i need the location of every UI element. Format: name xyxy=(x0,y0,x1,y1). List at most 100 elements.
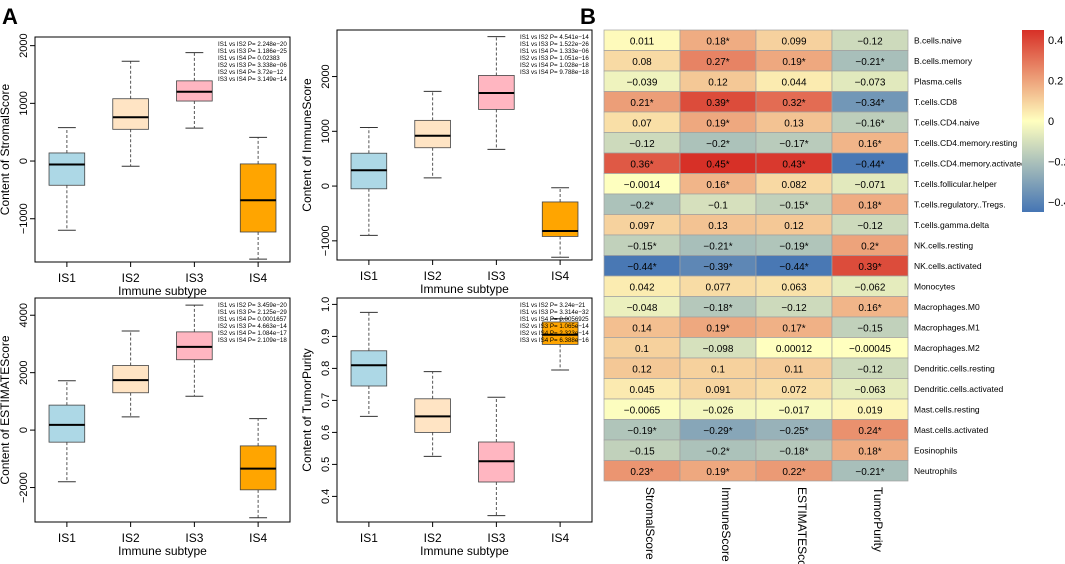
heatmap-cell-label: 0.16* xyxy=(858,303,881,314)
plot-frame xyxy=(336,297,593,523)
y-tick-label: −2000 xyxy=(18,472,30,503)
heatmap-cell-label: −0.12 xyxy=(857,221,883,232)
heatmap-cell-label: 0.32* xyxy=(782,98,805,109)
heatmap-cell-label: −0.0014 xyxy=(624,180,661,191)
heatmap-cell-label: −0.21* xyxy=(855,467,884,478)
heatmap-cell-label: 0.063 xyxy=(781,282,806,293)
heatmap-cell-label: 0.00012 xyxy=(776,344,813,355)
heatmap-row: −0.19* −0.29* −0.25* 0.24* Mast.cells.activa… xyxy=(603,419,988,441)
heatmap-cell-label: −0.12 xyxy=(629,139,655,150)
heatmap-cell-label: 0.21* xyxy=(630,98,653,109)
box-is4 xyxy=(541,187,579,258)
x-axis-label: Immune subtype xyxy=(420,544,509,558)
p-value-annotation: IS1 vs IS3 P= 1.186e−25 xyxy=(218,48,287,55)
heatmap-row: −0.0065 −0.026 −0.017 0.019 Mast.cells.resti… xyxy=(603,398,980,420)
heatmap-cell-label: 0.19* xyxy=(782,57,805,68)
heatmap-row: 0.011 0.18* 0.099 −0.12 B.cells.naive xyxy=(603,29,962,51)
heatmap-cell-label: 0.18* xyxy=(858,200,881,211)
plot-frame xyxy=(34,297,291,523)
y-tick-label: 2000 xyxy=(320,64,332,88)
p-value-annotation: IS2 vs IS4 P= 2.323e−14 xyxy=(520,330,589,337)
heatmap-row-label: Dendritic.cells.activated xyxy=(914,384,1004,394)
x-tick-label: IS3 xyxy=(487,269,505,283)
colorbar xyxy=(1022,30,1044,212)
p-value-annotation: IS1 vs IS4 P= 0.02383 xyxy=(218,55,280,62)
panel-label-a: A xyxy=(2,4,18,29)
heatmap-cell-label: −0.0065 xyxy=(624,405,661,416)
heatmap-cell-label: 0.011 xyxy=(630,36,655,47)
heatmap-cell-label: −0.34* xyxy=(855,98,884,109)
boxplot-panel: −2000 0 2000 4000 Content of ESTIMATEScore IS… xyxy=(0,297,291,558)
heatmap-cell-label: −0.25* xyxy=(779,426,808,437)
heatmap-row-label: Macrophages.M2 xyxy=(914,343,980,353)
heatmap-row-label: T.cells.CD8 xyxy=(914,97,957,107)
x-tick-label: IS3 xyxy=(185,531,203,545)
heatmap-cell-label: −0.2* xyxy=(706,446,730,457)
heatmap-row: 0.07 0.19* 0.13 −0.16* T.cells.CD4.naive xyxy=(603,111,980,133)
heatmap-row-label: Mast.cells.activated xyxy=(914,425,988,435)
heatmap-row-label: B.cells.memory xyxy=(914,56,973,66)
heatmap-cell-label: −0.21* xyxy=(703,241,732,252)
p-value-annotation: IS3 vs IS4 P= 3.149e−14 xyxy=(218,76,287,83)
y-tick-label: 0.5 xyxy=(320,457,332,472)
x-tick-label: IS4 xyxy=(551,531,569,545)
heatmap-cell-label: 0.2* xyxy=(861,241,879,252)
p-value-annotation: IS3 vs IS4 P= 6.388e−16 xyxy=(520,337,589,344)
heatmap-cell-label: 0.36* xyxy=(630,159,653,170)
box-body xyxy=(176,331,213,361)
heatmap-row-label: T.cells.follicular.helper xyxy=(914,179,997,189)
x-axis-label: Immune subtype xyxy=(420,282,509,296)
heatmap-row-label: T.cells.regulatory..Tregs. xyxy=(914,199,1006,209)
heatmap-row: −0.048 −0.18* −0.12 0.16* Macrophages.M0 xyxy=(603,296,980,318)
box-body xyxy=(48,152,86,186)
heatmap-row-label: T.cells.CD4.memory.activated xyxy=(914,158,1026,168)
heatmap-cell-label: 0.19* xyxy=(706,118,729,129)
p-value-annotation: IS1 vs IS3 P= 1.522e−26 xyxy=(520,41,589,48)
heatmap-row: −0.44* −0.39* −0.44* 0.39* NK.cells.activate… xyxy=(603,255,982,277)
p-value-annotation: IS1 vs IS2 P= 3.24e−21 xyxy=(520,302,586,309)
heatmap-cell-label: 0.16* xyxy=(706,180,729,191)
heatmap-cell-label: 0.17* xyxy=(782,323,805,334)
boxplot-panel: −1000 0 1000 2000 Content of ImmuneScore IS1 I… xyxy=(300,29,593,296)
heatmap-row: 0.097 0.13 0.12 −0.12 T.cells.gamma.delta xyxy=(603,214,989,236)
heatmap-cell-label: 0.08 xyxy=(632,57,652,68)
p-value-annotation: IS2 vs IS3 P= 1.065e−14 xyxy=(520,323,589,330)
plot-frame xyxy=(34,36,291,263)
box-body xyxy=(350,350,388,387)
heatmap-row: 0.12 0.1 0.11 −0.12 Dendritic.cells.resting xyxy=(603,357,995,379)
x-tick-label: IS1 xyxy=(360,269,378,283)
x-tick-label: IS1 xyxy=(58,531,76,545)
y-tick-label: 2000 xyxy=(18,360,30,384)
heatmap-cell-label: 0.12 xyxy=(708,77,728,88)
heatmap-row: 0.23* 0.19* 0.22* −0.21* Neutrophils xyxy=(603,460,957,482)
x-tick-label: IS1 xyxy=(360,531,378,545)
heatmap-cell-label: −0.16* xyxy=(855,118,884,129)
p-value-annotation: IS1 vs IS4 P= 0.0001657 xyxy=(218,316,287,323)
y-tick-label: −1000 xyxy=(320,225,332,256)
heatmap-cell-label: 0.19* xyxy=(706,323,729,334)
y-axis-label: Content of ImmuneScore xyxy=(300,78,314,212)
heatmap-column-label: ImmuneScore xyxy=(719,487,733,562)
heatmap-cell-label: 0.072 xyxy=(781,385,806,396)
heatmap-cell-label: −0.00045 xyxy=(849,344,891,355)
box-is2 xyxy=(414,90,451,179)
heatmap-row-label: Monocytes xyxy=(914,281,955,291)
heatmap-row: 0.042 0.077 0.063 −0.062 Monocytes xyxy=(603,275,955,297)
heatmap-cell-label: −0.039 xyxy=(627,77,658,88)
box-is2 xyxy=(112,60,149,167)
y-tick-label: 0.6 xyxy=(320,425,332,440)
heatmap-row: −0.12 −0.2* −0.17* 0.16* T.cells.CD4.memory.… xyxy=(603,132,1018,154)
x-tick-label: IS4 xyxy=(249,531,267,545)
heatmap-row-label: Eosinophils xyxy=(914,445,957,455)
heatmap-cell-label: −0.1 xyxy=(708,200,728,211)
heatmap-cell-label: 0.43* xyxy=(782,159,805,170)
heatmap-cell-label: 0.18* xyxy=(706,36,729,47)
heatmap-cell-label: 0.042 xyxy=(629,282,654,293)
heatmap-cell-label: 0.1 xyxy=(635,344,649,355)
p-value-annotation: IS1 vs IS3 P= 2.125e−29 xyxy=(218,309,287,316)
heatmap-cell-label: −0.026 xyxy=(703,405,734,416)
heatmap-row-label: NK.cells.activated xyxy=(914,261,982,271)
p-value-annotation: IS2 vs IS4 P= 1.028e−18 xyxy=(520,62,589,69)
x-tick-label: IS3 xyxy=(185,271,203,285)
